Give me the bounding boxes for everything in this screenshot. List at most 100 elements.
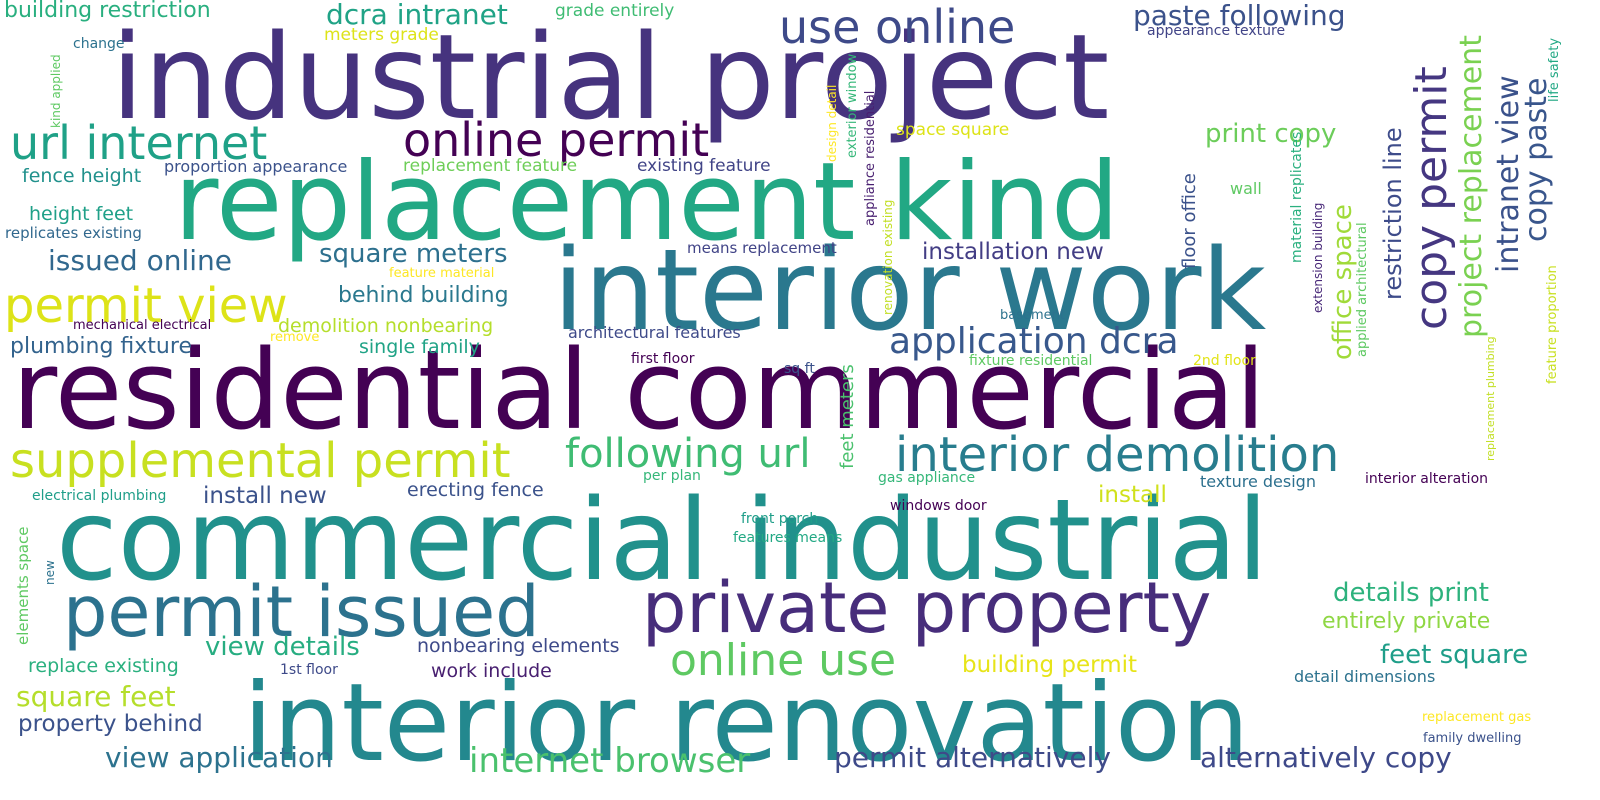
word: windows door: [890, 498, 987, 514]
word: behind building: [338, 283, 509, 308]
word: permit alternatively: [834, 741, 1111, 774]
word: per plan: [643, 468, 701, 484]
word: installation new: [922, 239, 1104, 265]
word: install: [1098, 482, 1167, 508]
word: features means: [733, 530, 843, 546]
word: fixture residential: [969, 353, 1093, 369]
word: replace existing: [28, 655, 179, 677]
word: demolition nonbearing: [278, 315, 494, 337]
word: restriction line: [1379, 127, 1407, 300]
word: front porch: [741, 511, 819, 527]
word: replacement gas: [1422, 710, 1532, 725]
word: 2nd floor: [1193, 353, 1256, 369]
word: renovation existing: [881, 199, 895, 315]
word: detail dimensions: [1294, 667, 1436, 686]
word: internet browser: [469, 741, 751, 781]
word: interior demolition: [895, 427, 1340, 483]
word: details print: [1333, 578, 1489, 608]
word: project replacement: [1454, 35, 1489, 338]
word: applied architectural: [1355, 222, 1370, 357]
word: plumbing fixture: [10, 334, 192, 359]
word: building restriction: [4, 0, 211, 23]
word: nonbearing elements: [417, 635, 620, 657]
word: proportion appearance: [164, 157, 348, 176]
word: paste following: [1133, 0, 1346, 32]
word: print copy: [1205, 119, 1337, 149]
word: industrial project: [111, 8, 1110, 146]
word: online permit: [403, 113, 710, 167]
word: family dwelling: [1423, 731, 1522, 746]
word: appearance texture: [1147, 23, 1286, 39]
word: copy permit: [1406, 66, 1457, 330]
word: appliance residential: [863, 90, 878, 226]
word: erecting fence: [407, 479, 544, 501]
word: commercial industrial: [56, 476, 1269, 606]
word: feet meters: [837, 364, 858, 469]
word: floor office: [1179, 173, 1200, 269]
word: permit view: [4, 278, 288, 334]
word: sq ft: [784, 361, 815, 377]
word: fence height: [22, 165, 142, 187]
word: single family: [359, 336, 480, 358]
word: following url: [565, 431, 811, 477]
word: mechanical electrical: [73, 318, 212, 333]
word: url internet: [10, 116, 268, 170]
word: 1st floor: [280, 662, 338, 678]
word: basement: [1000, 308, 1065, 323]
word: replacement kind: [174, 140, 1120, 265]
word: application dcra: [889, 321, 1179, 362]
word: means replacement: [687, 239, 837, 257]
word: entirely private: [1322, 609, 1491, 634]
word: office space: [1328, 204, 1358, 360]
word: private property: [642, 567, 1212, 649]
word: building permit: [962, 652, 1138, 678]
word: permit issued: [63, 571, 540, 653]
word: life safety: [1547, 37, 1562, 102]
word: dcra intranet: [326, 0, 508, 31]
word: residential commercial: [12, 326, 1266, 454]
word: architectural features: [568, 323, 741, 342]
word: change: [73, 36, 125, 52]
word: feature proportion: [1545, 265, 1560, 384]
word: issued online: [48, 244, 233, 277]
word: design detail: [825, 84, 839, 162]
word: replicates existing: [5, 224, 142, 242]
word: new: [43, 560, 57, 585]
word: material replicates: [1289, 131, 1305, 263]
word: work include: [431, 660, 552, 682]
word: remove: [270, 330, 320, 345]
word: supplemental permit: [10, 433, 511, 489]
word: wall: [1230, 179, 1262, 198]
word: kind applied: [49, 54, 63, 128]
word: existing feature: [637, 156, 771, 176]
word: copy paste: [1519, 77, 1554, 242]
word: exterior window: [845, 53, 860, 158]
word: electrical plumbing: [32, 488, 167, 504]
word: replacement feature: [403, 156, 578, 176]
word: interior work: [553, 226, 1267, 356]
word: space square: [896, 120, 1010, 140]
word: extension building: [1311, 202, 1325, 313]
word: interior alteration: [1365, 471, 1489, 487]
word: square meters: [319, 239, 508, 269]
word: meters grade: [324, 25, 439, 45]
word: online use: [670, 635, 897, 686]
word: interior renovation: [243, 661, 1250, 786]
word: height feet: [29, 203, 134, 225]
word: gas appliance: [878, 470, 976, 486]
word: elements space: [14, 526, 32, 645]
word: alternatively copy: [1200, 741, 1452, 774]
word: feature material: [389, 266, 495, 281]
word: feet square: [1380, 640, 1529, 670]
word: first floor: [631, 351, 695, 367]
word: view details: [205, 632, 360, 662]
word: property behind: [18, 711, 203, 737]
word: install new: [203, 483, 327, 509]
word: square feet: [16, 680, 176, 713]
word: use online: [779, 0, 1016, 54]
word: texture design: [1200, 472, 1316, 491]
word: view application: [105, 741, 333, 774]
word: replacement plumbing: [1484, 336, 1497, 461]
word: grade entirely: [555, 1, 675, 21]
